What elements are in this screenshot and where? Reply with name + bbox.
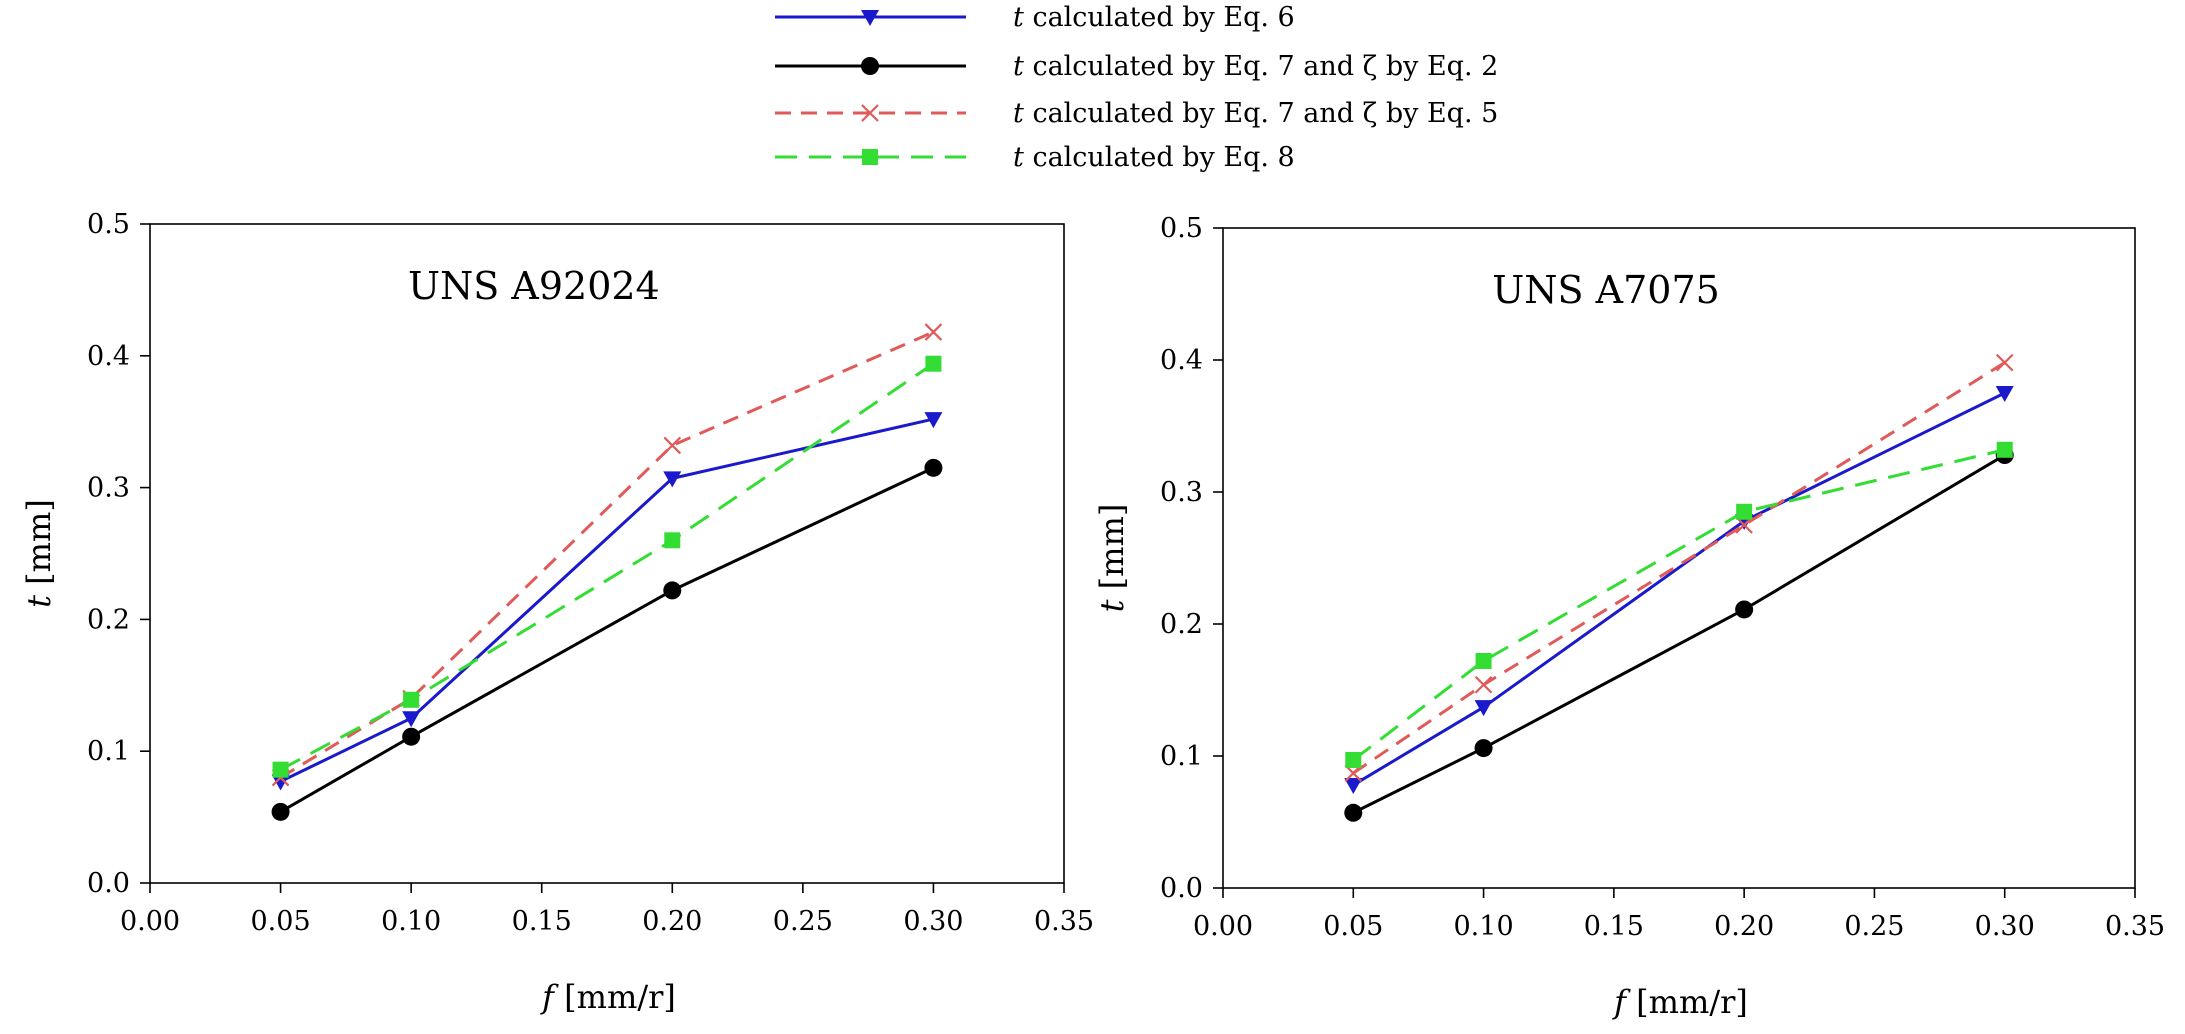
data-point-eq8 [1345, 751, 1362, 768]
x-axis-label: f [mm/r] [1612, 983, 1748, 1021]
data-point-eq8 [1736, 503, 1753, 520]
data-point-eq7_zeta5 [663, 436, 682, 455]
x-tick-label: 0.00 [120, 906, 180, 937]
data-point-eq6 [402, 711, 421, 728]
x-tick-label: 0.25 [773, 906, 833, 937]
series-eq6 [1344, 386, 2014, 795]
series-eq7_zeta2 [271, 458, 943, 821]
chart-uns-a92024: 0.00 0.05 0.10 0.15 0.20 0.25 0.30 0.35 0.0 0.1 0.… [20, 209, 1094, 1016]
y-tick-label: 0.3 [87, 473, 130, 504]
y-tick-label: 0.3 [1160, 477, 1203, 508]
x-tick-label: 0.25 [1844, 911, 1904, 942]
series-line-eq7_zeta2 [1352, 453, 2006, 815]
data-point-eq7_zeta2 [271, 802, 290, 821]
x-tick-label: 0.05 [1323, 911, 1383, 942]
data-point-eq6 [1344, 778, 1363, 795]
series-line-eq6 [279, 417, 934, 783]
data-point-eq8 [272, 761, 289, 778]
data-point-eq8 [1475, 652, 1492, 669]
series-eq8 [272, 355, 942, 778]
series-line-eq7_zeta5 [1352, 361, 2006, 775]
chart-title: UNS A7075 [1492, 268, 1720, 312]
data-point-eq8 [925, 355, 942, 372]
legend-label-eq7_zeta5: t calculated by Eq. 7 and ζ by Eq. 5 [1013, 98, 1498, 129]
data-point-eq8 [664, 532, 681, 549]
data-point-eq7_zeta2 [402, 727, 421, 746]
series-line-eq7_zeta5 [279, 330, 935, 779]
x-tick-label: 0.30 [1975, 911, 2035, 942]
data-point-eq6 [1474, 700, 1493, 717]
x-tick-label: 0.20 [1714, 911, 1774, 942]
y-tick-label: 0.5 [1160, 213, 1203, 244]
data-point-eq6 [924, 412, 943, 429]
data-point-eq7_zeta5 [1474, 675, 1493, 694]
legend-marker-eq8 [862, 149, 878, 165]
x-tick-label: 0.15 [512, 906, 572, 937]
y-tick-label: 0.2 [1160, 609, 1203, 640]
legend: t calculated by Eq. 6 t calculated by Eq.… [775, 2, 1498, 173]
y-tick-label: 0.0 [87, 868, 130, 899]
series-eq8 [1345, 441, 2013, 768]
data-point-eq8 [1996, 441, 2013, 458]
chart-title: UNS A92024 [408, 264, 660, 308]
series-eq7_zeta5 [1344, 353, 2014, 782]
x-tick-label: 0.20 [642, 906, 702, 937]
x-tick-label: 0.00 [1193, 911, 1253, 942]
data-point-eq6 [1995, 386, 2014, 402]
plot-frame [1222, 227, 2136, 889]
series-line-eq8 [279, 362, 935, 771]
data-point-eq7_zeta5 [1995, 353, 2014, 372]
x-tick-label: 0.30 [903, 906, 963, 937]
x-tick-label: 0.10 [1454, 911, 1514, 942]
y-tick-label: 0.1 [1160, 741, 1203, 772]
y-tick-label: 0.4 [87, 341, 130, 372]
series-line-eq6 [1352, 391, 2006, 787]
legend-item-eq6: t calculated by Eq. 6 [775, 2, 1295, 33]
data-point-eq6 [663, 471, 682, 488]
data-point-eq7_zeta2 [1344, 803, 1363, 822]
legend-marker-eq6 [861, 10, 879, 26]
y-tick-label: 0.5 [87, 209, 130, 240]
chart-uns-a7075: 0.00 0.05 0.10 0.15 0.20 0.25 0.30 0.35 0.0 0.1 0.… [1093, 213, 2165, 1021]
y-tick-label: 0.4 [1160, 345, 1203, 376]
legend-item-eq8: t calculated by Eq. 8 [775, 142, 1295, 173]
series-eq7_zeta5 [271, 323, 943, 787]
y-axis-label: t [mm] [20, 499, 58, 608]
x-tick-label: 0.35 [2105, 911, 2165, 942]
legend-item-eq7_zeta5: t calculated by Eq. 7 and ζ by Eq. 5 [775, 98, 1498, 129]
x-tick-label: 0.05 [251, 906, 311, 937]
plot-frame [149, 223, 1065, 884]
y-tick-label: 0.1 [87, 736, 130, 767]
series-eq6 [271, 412, 943, 791]
y-axis-label: t [mm] [1093, 504, 1131, 613]
x-tick-label: 0.35 [1034, 906, 1094, 937]
legend-label-eq8: t calculated by Eq. 8 [1013, 142, 1295, 173]
series-eq7_zeta2 [1344, 446, 2014, 822]
legend-item-eq7_zeta2: t calculated by Eq. 7 and ζ by Eq. 2 [775, 51, 1498, 82]
y-tick-label: 0.0 [1160, 873, 1203, 904]
legend-marker-eq7_zeta5 [861, 104, 879, 122]
legend-marker-eq7_zeta2 [861, 57, 879, 75]
data-point-eq7_zeta2 [1735, 600, 1754, 619]
x-tick-label: 0.10 [381, 906, 441, 937]
data-point-eq8 [403, 691, 420, 708]
data-point-eq7_zeta2 [1474, 739, 1493, 758]
series-line-eq8 [1352, 448, 2006, 762]
y-tick-label: 0.2 [87, 604, 130, 635]
series-line-eq7_zeta2 [279, 466, 935, 814]
x-tick-label: 0.15 [1584, 911, 1644, 942]
legend-label-eq6: t calculated by Eq. 6 [1013, 2, 1295, 33]
x-axis-label: f [mm/r] [540, 978, 676, 1016]
data-point-eq6 [271, 774, 290, 791]
legend-label-eq7_zeta2: t calculated by Eq. 7 and ζ by Eq. 2 [1013, 51, 1498, 82]
data-point-eq7_zeta5 [924, 323, 943, 341]
data-point-eq7_zeta2 [663, 581, 682, 600]
data-point-eq7_zeta2 [924, 458, 943, 477]
